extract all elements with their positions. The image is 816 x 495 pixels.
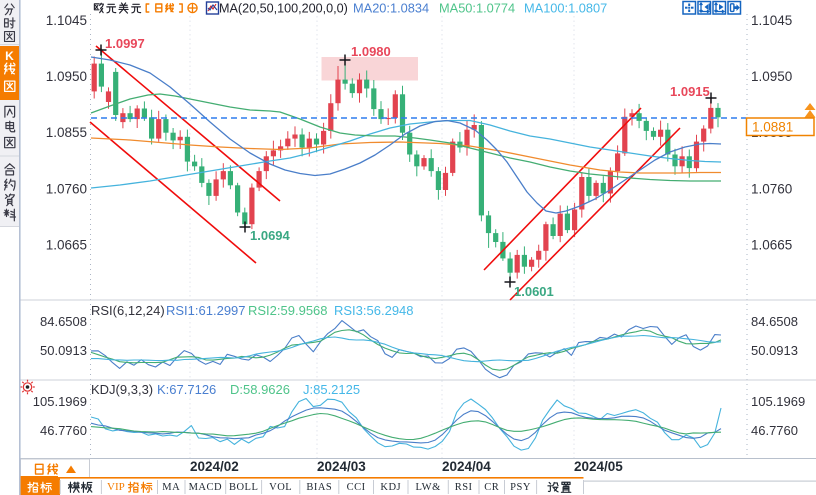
svg-text:1.0601: 1.0601: [514, 284, 554, 299]
svg-text:CR: CR: [484, 482, 499, 493]
svg-text:1.0760: 1.0760: [751, 181, 792, 196]
svg-text:VIP: VIP: [107, 481, 125, 493]
svg-text:50.0913: 50.0913: [751, 343, 798, 358]
svg-text:MA: MA: [162, 482, 180, 493]
svg-text:1.0881: 1.0881: [752, 120, 793, 135]
svg-text:PSY: PSY: [510, 482, 531, 493]
svg-text:2024/02: 2024/02: [190, 459, 239, 474]
svg-text:2024/05: 2024/05: [574, 459, 623, 474]
svg-text:1.0760: 1.0760: [46, 181, 87, 196]
svg-text:1.0950: 1.0950: [751, 69, 792, 84]
svg-text:KDJ: KDJ: [380, 482, 401, 493]
svg-text:1.1045: 1.1045: [751, 13, 792, 28]
svg-text:1.0665: 1.0665: [751, 237, 792, 252]
svg-text:1.1045: 1.1045: [46, 13, 87, 28]
svg-text:2024/04: 2024/04: [442, 459, 491, 474]
svg-text:LW&: LW&: [416, 482, 441, 493]
svg-text:84.6508: 84.6508: [40, 314, 87, 329]
svg-text:1.0665: 1.0665: [46, 237, 87, 252]
svg-text:CCI: CCI: [347, 482, 366, 493]
svg-text:RSI: RSI: [455, 482, 473, 493]
svg-text:MA(20,50,100,200,0,0): MA(20,50,100,200,0,0): [219, 2, 348, 16]
svg-text:MA100:1.0807: MA100:1.0807: [524, 1, 607, 16]
svg-text:MA50:1.0774: MA50:1.0774: [439, 1, 515, 16]
svg-text:105.1969: 105.1969: [751, 394, 805, 409]
svg-text:D:58.9626: D:58.9626: [230, 382, 290, 397]
svg-text:1.0997: 1.0997: [105, 36, 145, 51]
svg-text:BOLL: BOLL: [229, 482, 258, 493]
svg-text:50.0913: 50.0913: [40, 343, 87, 358]
svg-text:VOL: VOL: [269, 482, 292, 493]
svg-text:BIAS: BIAS: [306, 482, 332, 493]
svg-text:1.0855: 1.0855: [46, 125, 87, 140]
svg-text:1.0950: 1.0950: [46, 69, 87, 84]
svg-text:RSI1:61.2997: RSI1:61.2997: [166, 303, 246, 318]
svg-text:1.0980: 1.0980: [351, 44, 391, 59]
svg-text:46.7760: 46.7760: [40, 423, 87, 438]
svg-text:K:67.7126: K:67.7126: [157, 382, 216, 397]
svg-text:RSI(6,12,24): RSI(6,12,24): [91, 303, 165, 318]
svg-text:84.6508: 84.6508: [751, 314, 798, 329]
svg-text:1.0694: 1.0694: [250, 228, 291, 243]
svg-text:KDJ(9,3,3): KDJ(9,3,3): [91, 382, 153, 397]
svg-text:1.0915: 1.0915: [670, 84, 710, 99]
svg-text:MACD: MACD: [189, 482, 223, 493]
svg-text:RSI3:56.2948: RSI3:56.2948: [334, 303, 414, 318]
svg-text:46.7760: 46.7760: [751, 423, 798, 438]
svg-text:105.1969: 105.1969: [33, 394, 87, 409]
svg-text:J:85.2125: J:85.2125: [303, 382, 360, 397]
svg-text:MA20:1.0834: MA20:1.0834: [353, 1, 429, 16]
svg-text:K: K: [5, 49, 14, 63]
svg-text:2024/03: 2024/03: [317, 459, 366, 474]
svg-text:RSI2:59.9568: RSI2:59.9568: [248, 303, 328, 318]
